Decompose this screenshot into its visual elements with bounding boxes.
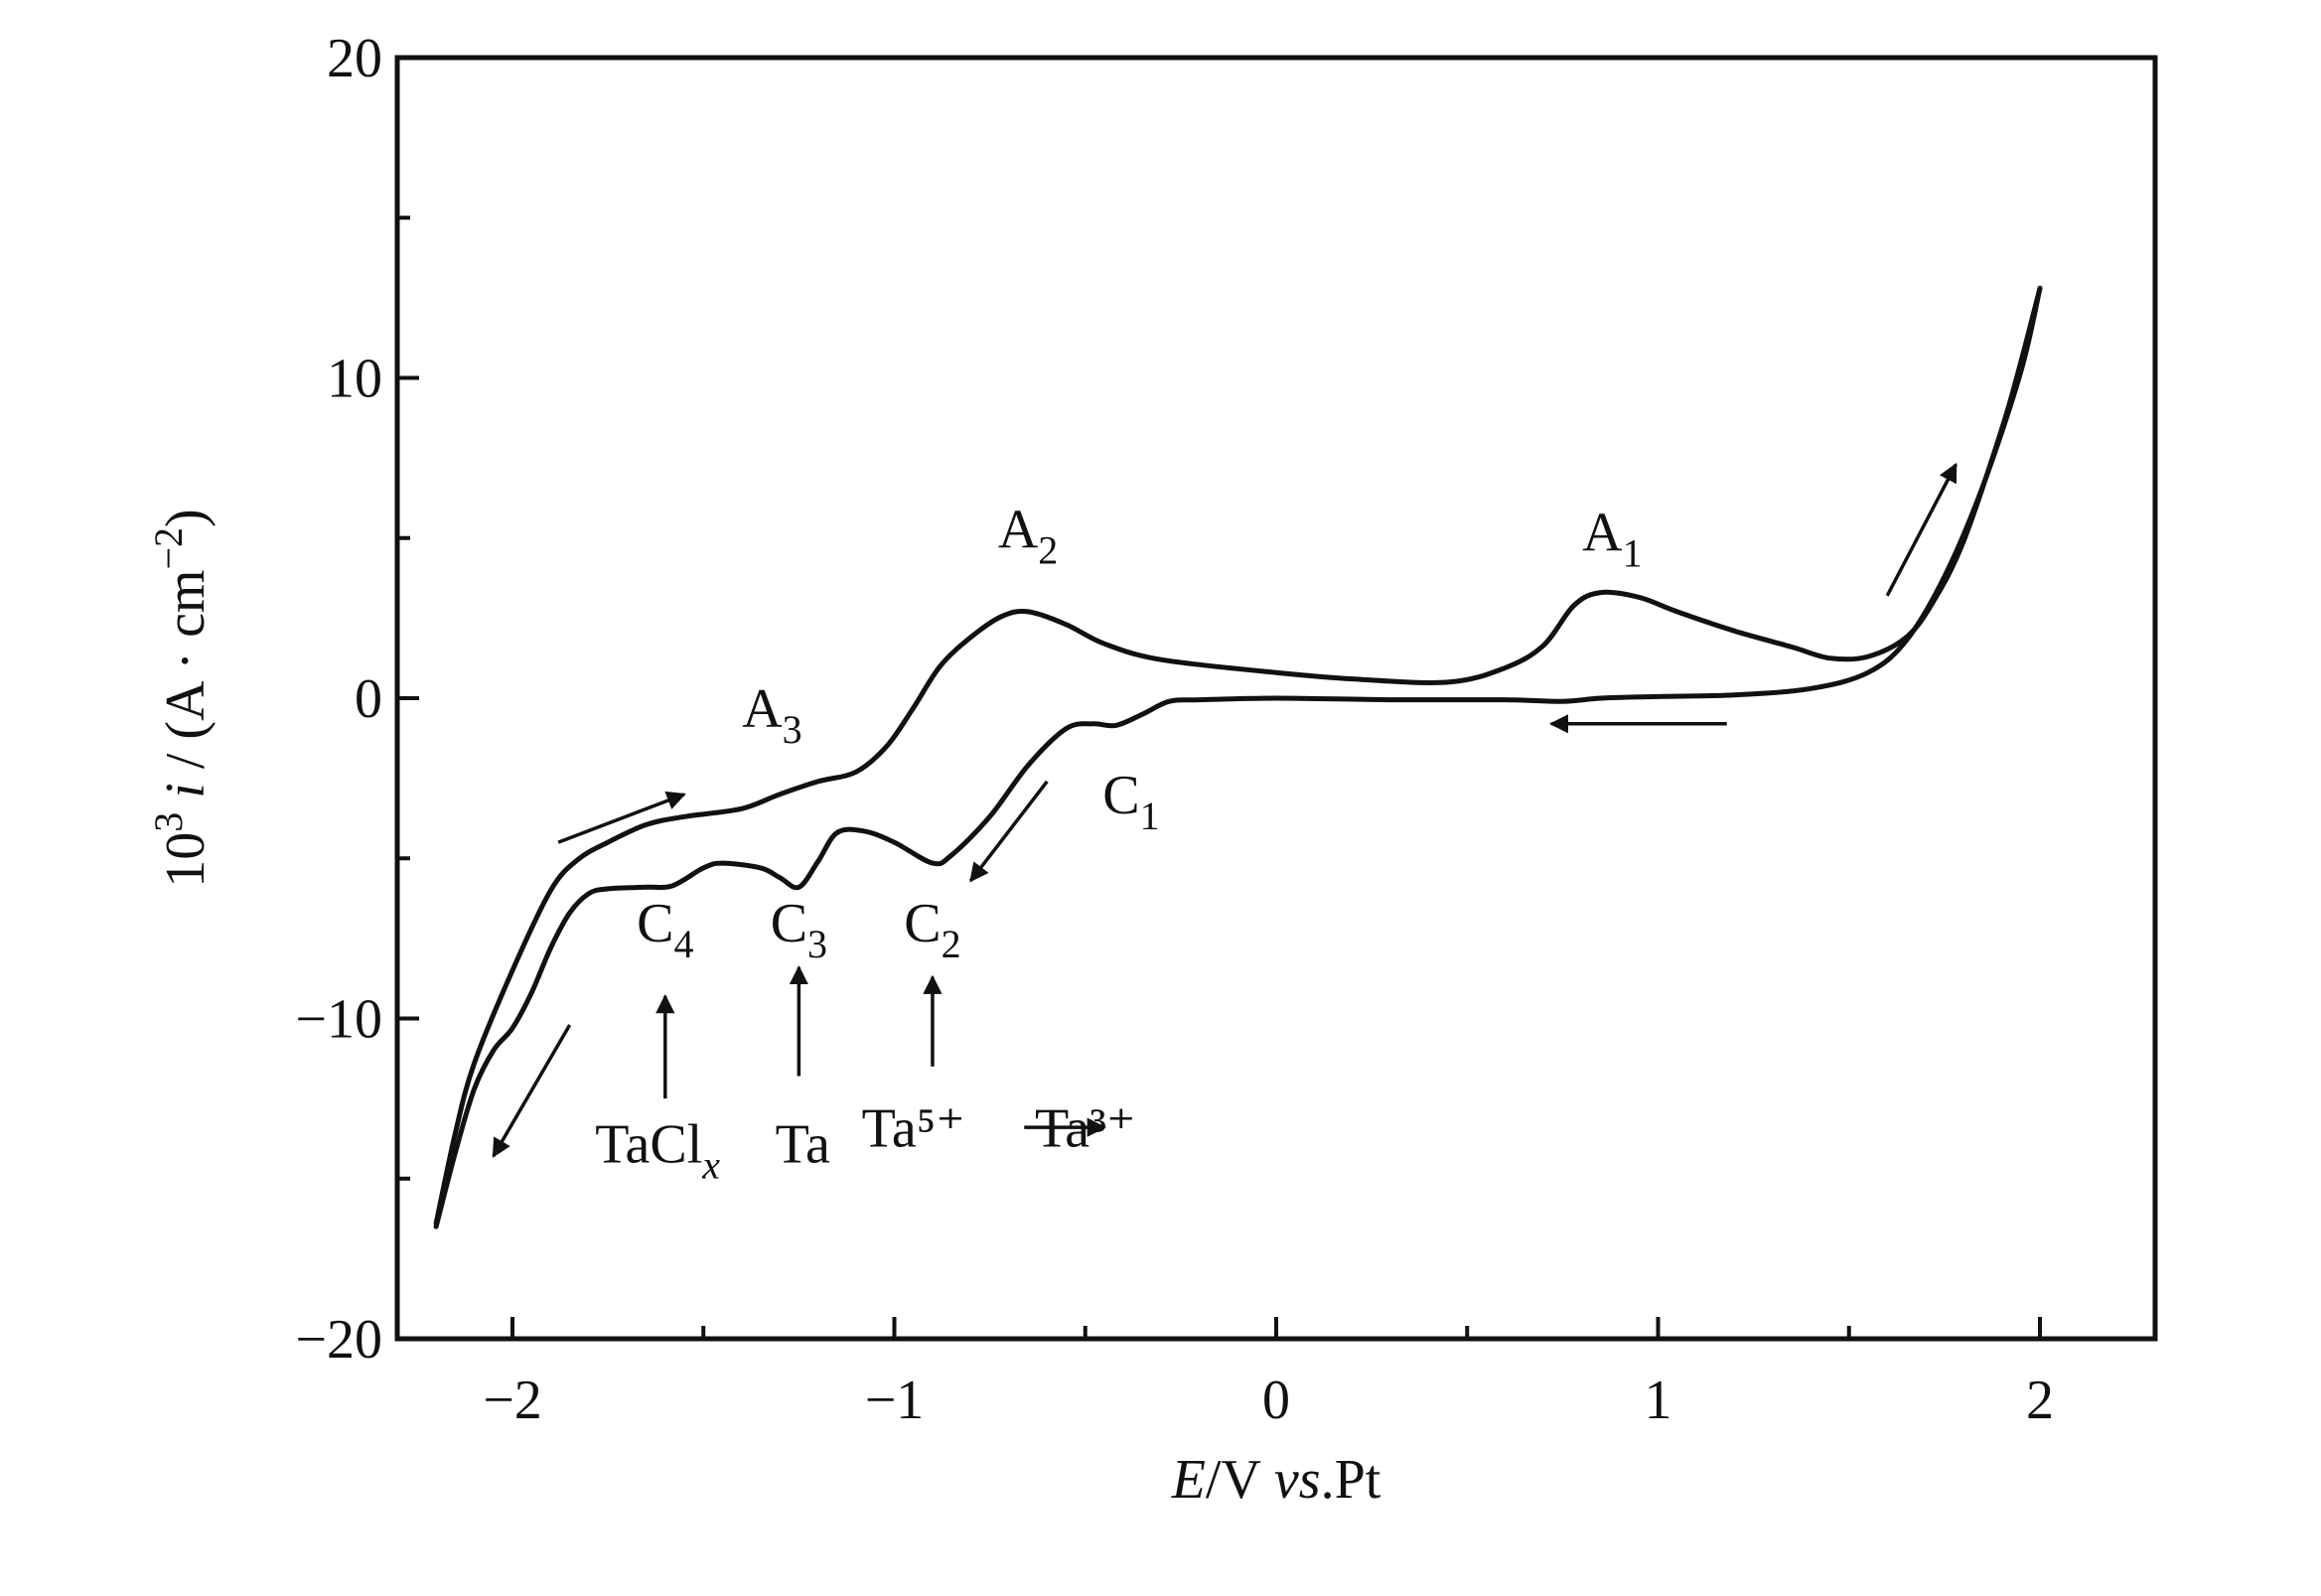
y-tick-label: −20 [295,1309,382,1371]
peak-label-a3: A3 [742,678,801,752]
species-label: TaClx [595,1114,720,1188]
series-layer [433,285,2043,1230]
y-axis-title: 103 i / (A · cm−2) [146,508,218,887]
x-tick-label: 1 [1645,1370,1672,1431]
peak-label-c3: C3 [771,893,827,966]
series-line-2 [433,285,2043,1227]
x-axis-title: E/V vs.Pt [1171,1449,1381,1511]
peak-label-a1: A1 [1582,503,1642,576]
y-tick-label: 0 [355,668,382,730]
y-tick-label: −10 [295,989,382,1051]
x-tick-label: 0 [1262,1370,1290,1431]
species-label: Ta³⁺ [1035,1098,1136,1160]
peak-label-a2: A2 [998,499,1058,572]
tick-marks [397,56,2042,1341]
peak-label-c2: C2 [904,893,960,966]
annotation-layer: A1 A2 A3 C1 C2 C3 C4 TaClx Ta Ta⁵⁺ Ta³⁺ [595,499,1642,1187]
y-tick-label: 20 [327,28,382,89]
scan-arrow [557,791,686,844]
species-label: Ta⁵⁺ [862,1098,965,1160]
x-tick-label: −2 [483,1370,542,1431]
peak-label-c1: C1 [1102,765,1159,838]
scan-arrow [1885,462,1958,597]
arrow-layer [492,462,1958,1158]
y-tick-label: 10 [327,349,382,410]
x-tick-label: −1 [865,1370,925,1431]
series-line-1 [433,285,2043,1230]
scan-arrow [492,1024,572,1158]
species-label: Ta [776,1114,830,1176]
scan-arrow [969,780,1049,883]
x-tick-label: 2 [2026,1370,2054,1431]
peak-label-c4: C4 [637,893,693,966]
